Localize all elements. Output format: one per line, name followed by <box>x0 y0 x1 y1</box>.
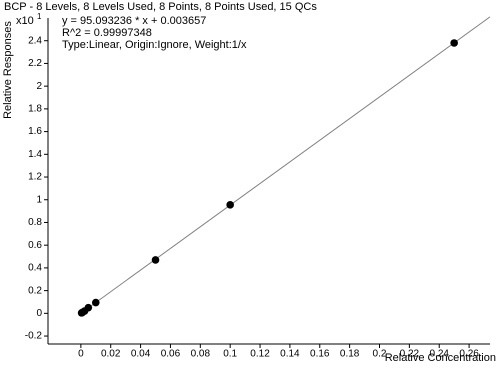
y-tick-label: 2 <box>36 81 42 92</box>
chart-title: BCP - 8 Levels, 8 Levels Used, 8 Points,… <box>4 1 317 13</box>
x-tick-label: 0.18 <box>340 349 360 360</box>
y-tick-label: 0.6 <box>28 240 42 251</box>
data-point <box>450 39 458 47</box>
y-tick-label: 0.2 <box>28 285 42 296</box>
x-tick-label: 0.14 <box>280 349 300 360</box>
x-tick-label: 0.12 <box>250 349 270 360</box>
x-tick-label: 0.02 <box>101 349 121 360</box>
data-point <box>151 256 160 264</box>
x-tick-label: 0.08 <box>191 349 211 360</box>
data-point <box>91 298 100 307</box>
x-tick-label: 0.24 <box>429 349 449 360</box>
x-tick-label: 0.2 <box>373 349 387 360</box>
y-tick-label: 2.4 <box>28 35 42 46</box>
annotation: R^2 = 0.99997348 <box>62 27 152 39</box>
y-tick-label: -0.2 <box>25 331 43 342</box>
x-axis-label: Relative Concentration <box>385 352 496 364</box>
x-tick-label: 0.22 <box>400 349 420 360</box>
x-tick-label: 0.06 <box>161 349 181 360</box>
x-tick-label: 0.26 <box>459 349 479 360</box>
y-tick-label: 0 <box>36 308 42 319</box>
annotation: Type:Linear, Origin:Ignore, Weight:1/x <box>62 39 247 51</box>
x-tick-label: 0.1 <box>223 349 237 360</box>
y-tick-label: 0.8 <box>28 217 42 228</box>
data-point <box>226 201 234 209</box>
y-tick-label: 1.2 <box>28 172 42 183</box>
y-tick-label: 1 <box>36 194 42 205</box>
y-tick-label: 1.6 <box>28 126 42 137</box>
x-tick-label: 0 <box>78 349 84 360</box>
x-tick-label: 0.16 <box>310 349 330 360</box>
y-tick-label: 0.4 <box>28 263 42 274</box>
y-tick-label: 1.4 <box>28 149 42 160</box>
y-multiplier: x10 <box>16 15 34 27</box>
data-point <box>84 303 93 312</box>
y-multiplier-exponent: 1 <box>37 12 42 21</box>
fit-line <box>79 16 491 315</box>
y-tick-label: 2.2 <box>28 58 42 69</box>
y-axis-label: Relative Responses <box>2 21 14 119</box>
annotation: y = 95.093236 * x + 0.003657 <box>62 15 206 27</box>
y-tick-label: 1.8 <box>28 104 42 115</box>
x-tick-label: 0.04 <box>131 349 151 360</box>
